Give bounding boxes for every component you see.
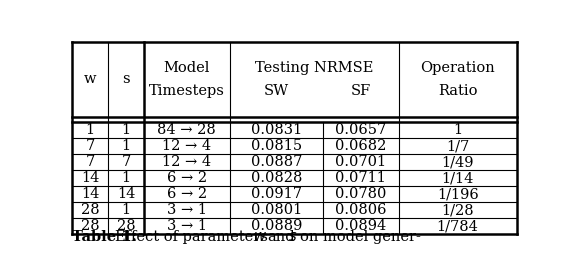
Text: 1/14: 1/14 (441, 171, 474, 185)
Text: 0.0887: 0.0887 (251, 155, 302, 169)
Text: 14: 14 (81, 171, 99, 185)
Text: 0.0917: 0.0917 (251, 187, 302, 201)
Text: 1/49: 1/49 (441, 155, 474, 169)
Text: 7: 7 (121, 155, 131, 169)
Text: 1: 1 (122, 123, 130, 137)
Text: 7: 7 (86, 155, 95, 169)
Text: 6 → 2: 6 → 2 (166, 187, 207, 201)
Text: 1/784: 1/784 (437, 219, 479, 233)
Text: 12 → 4: 12 → 4 (162, 139, 211, 153)
Text: 0.0682: 0.0682 (335, 139, 387, 153)
Text: Table 1:: Table 1: (72, 230, 137, 244)
Text: 28: 28 (81, 219, 99, 233)
Text: 28: 28 (81, 203, 99, 217)
Text: 6 → 2: 6 → 2 (166, 171, 207, 185)
Text: 0.0806: 0.0806 (335, 203, 387, 217)
Text: 0.0801: 0.0801 (251, 203, 302, 217)
Text: 0.0889: 0.0889 (251, 219, 302, 233)
Text: 3 → 1: 3 → 1 (166, 219, 207, 233)
Text: 7: 7 (86, 139, 95, 153)
Text: 0.0831: 0.0831 (251, 123, 302, 137)
Text: 14: 14 (117, 187, 135, 201)
Text: 1: 1 (453, 123, 462, 137)
Text: 14: 14 (81, 187, 99, 201)
Text: 0.0701: 0.0701 (335, 155, 386, 169)
Text: Effect of parameters: Effect of parameters (115, 230, 268, 244)
Text: 0.0815: 0.0815 (251, 139, 302, 153)
Text: 0.0657: 0.0657 (335, 123, 386, 137)
Text: Ratio: Ratio (438, 84, 478, 98)
Text: 0.0894: 0.0894 (335, 219, 386, 233)
Text: Operation: Operation (420, 60, 495, 74)
Text: 1/7: 1/7 (446, 139, 470, 153)
Text: SW: SW (264, 84, 289, 98)
Text: $w$: $w$ (253, 230, 267, 244)
Text: 84 → 28: 84 → 28 (157, 123, 216, 137)
Text: 1: 1 (122, 171, 130, 185)
Text: 1: 1 (122, 203, 130, 217)
Text: 0.0828: 0.0828 (251, 171, 302, 185)
Text: 0.0780: 0.0780 (335, 187, 387, 201)
Text: Timesteps: Timesteps (149, 84, 224, 98)
Text: and: and (267, 230, 295, 244)
Text: s: s (122, 73, 130, 87)
Text: 28: 28 (117, 219, 135, 233)
Text: 12 → 4: 12 → 4 (162, 155, 211, 169)
Text: 3 → 1: 3 → 1 (166, 203, 207, 217)
Text: Model: Model (164, 60, 210, 74)
Text: 1/28: 1/28 (441, 203, 474, 217)
Text: 1: 1 (122, 139, 130, 153)
Text: 1/196: 1/196 (437, 187, 479, 201)
Text: 1: 1 (86, 123, 95, 137)
Text: SF: SF (351, 84, 371, 98)
Text: 0.0711: 0.0711 (335, 171, 386, 185)
Text: Testing NRMSE: Testing NRMSE (255, 60, 373, 74)
Text: on model gener-: on model gener- (300, 230, 420, 244)
Text: $s$: $s$ (288, 230, 298, 244)
Text: w: w (84, 73, 96, 87)
